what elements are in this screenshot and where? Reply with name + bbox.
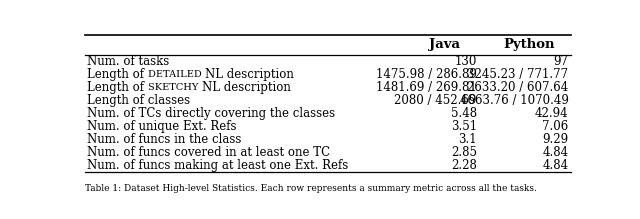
Text: NL description: NL description <box>205 68 298 81</box>
Text: 4.84: 4.84 <box>543 159 568 172</box>
Text: 130: 130 <box>454 55 477 68</box>
Text: Length of: Length of <box>88 81 148 94</box>
Text: Num. of funcs making at least one Ext. Refs: Num. of funcs making at least one Ext. R… <box>88 159 349 172</box>
Text: 2633.20 / 607.64: 2633.20 / 607.64 <box>467 81 568 94</box>
Text: DETAILED: DETAILED <box>148 70 205 79</box>
Text: 9.29: 9.29 <box>543 133 568 146</box>
Text: 5.48: 5.48 <box>451 107 477 120</box>
Text: 7.06: 7.06 <box>542 120 568 133</box>
Text: 3.51: 3.51 <box>451 120 477 133</box>
Text: Num. of TCs directly covering the classes: Num. of TCs directly covering the classe… <box>88 107 335 120</box>
Text: 97: 97 <box>554 55 568 68</box>
Text: 4.84: 4.84 <box>543 146 568 159</box>
Text: Num. of funcs covered in at least one TC: Num. of funcs covered in at least one TC <box>88 146 331 159</box>
Text: 3245.23 / 771.77: 3245.23 / 771.77 <box>467 68 568 81</box>
Text: NL description: NL description <box>202 81 294 94</box>
Text: 1481.69 / 269.81: 1481.69 / 269.81 <box>376 81 477 94</box>
Text: Length of: Length of <box>88 68 148 81</box>
Text: SKETCHY: SKETCHY <box>148 83 202 92</box>
Text: 1475.98 / 286.89: 1475.98 / 286.89 <box>376 68 477 81</box>
Text: Num. of tasks: Num. of tasks <box>88 55 170 68</box>
Text: 2080 / 452.69: 2080 / 452.69 <box>394 94 477 107</box>
Text: 4663.76 / 1070.49: 4663.76 / 1070.49 <box>460 94 568 107</box>
Text: Length of classes: Length of classes <box>88 94 191 107</box>
Text: Num. of unique Ext. Refs: Num. of unique Ext. Refs <box>88 120 237 133</box>
Text: Num. of funcs in the class: Num. of funcs in the class <box>88 133 242 146</box>
Text: 2.85: 2.85 <box>451 146 477 159</box>
Text: Python: Python <box>503 38 555 51</box>
Text: 3.1: 3.1 <box>458 133 477 146</box>
Text: 2.28: 2.28 <box>451 159 477 172</box>
Text: Table 1: Dataset High-level Statistics. Each row represents a summary metric acr: Table 1: Dataset High-level Statistics. … <box>85 184 537 193</box>
Text: Java: Java <box>429 38 460 51</box>
Text: 42.94: 42.94 <box>535 107 568 120</box>
